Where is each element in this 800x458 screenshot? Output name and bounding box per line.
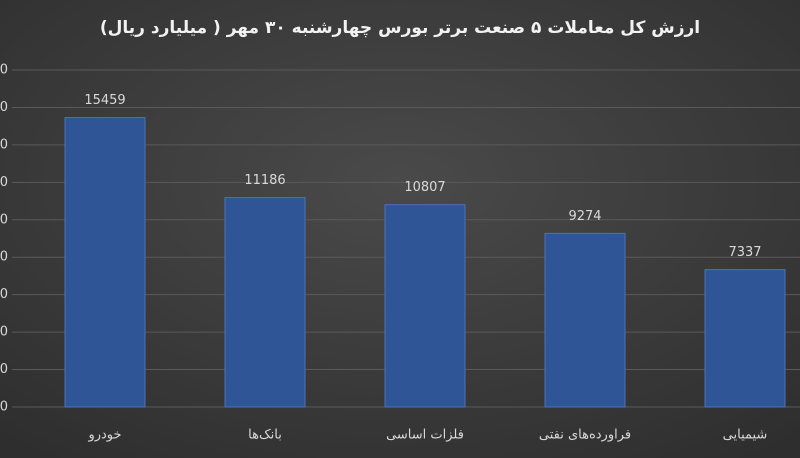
- data-label: 11186: [244, 173, 285, 188]
- bar: [224, 197, 306, 408]
- bar: [64, 117, 146, 408]
- x-tick-label: شیمیایی: [723, 428, 768, 443]
- data-label: 9274: [568, 209, 601, 224]
- y-tick-label: 4000: [0, 325, 8, 340]
- data-label: 15459: [84, 93, 125, 108]
- y-tick-label: 16000: [0, 100, 8, 115]
- y-tick-label: 14000: [0, 137, 8, 152]
- chart-title: ارزش کل معاملات ۵ صنعت برتر بورس چهارشنب…: [100, 18, 700, 38]
- y-tick-label: 18000: [0, 63, 8, 78]
- x-tick-label: فلزات اساسی: [386, 428, 464, 443]
- y-tick-label: 8000: [0, 250, 8, 265]
- x-tick-label: خودرو: [87, 428, 121, 443]
- y-tick-label: 10000: [0, 212, 8, 227]
- bar: [544, 232, 626, 408]
- bar: [384, 204, 466, 408]
- y-tick-label: 12000: [0, 175, 8, 190]
- data-label: 7337: [728, 245, 761, 260]
- bar: [704, 269, 786, 408]
- y-tick-label: 0: [0, 400, 8, 415]
- y-tick-label: 6000: [0, 287, 8, 302]
- y-tick-label: 2000: [0, 362, 8, 377]
- data-label: 10807: [404, 180, 445, 195]
- x-tick-label: فراورده‌های نفتی: [539, 428, 631, 443]
- x-tick-label: بانک‌ها: [248, 428, 282, 443]
